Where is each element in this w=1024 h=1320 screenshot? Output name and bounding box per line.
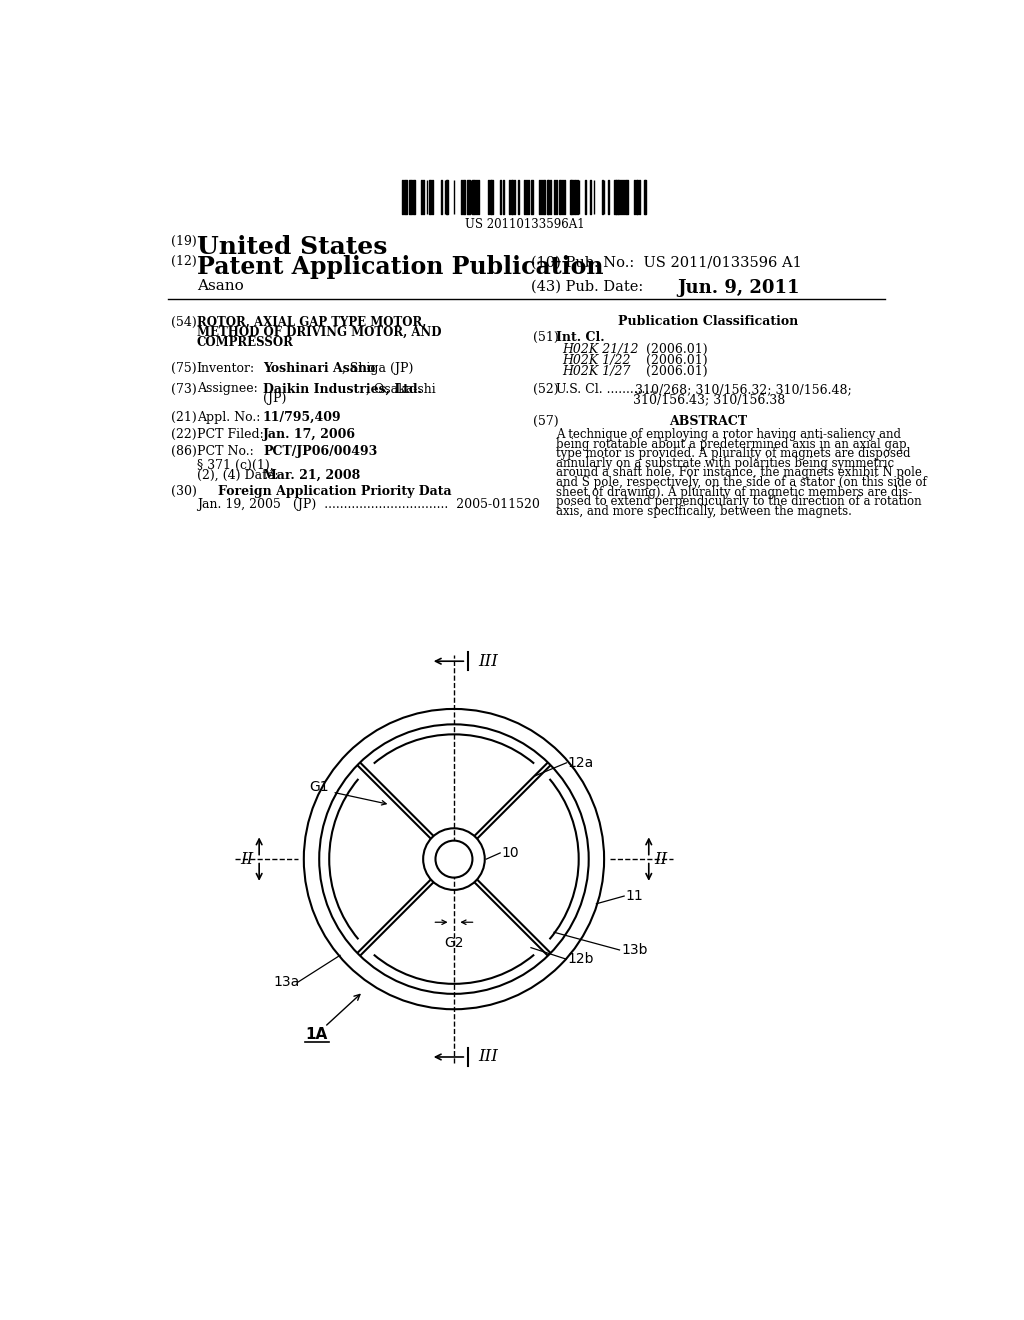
Text: 13a: 13a <box>273 975 299 989</box>
Text: (2006.01): (2006.01) <box>646 343 708 356</box>
Text: 10: 10 <box>502 846 519 859</box>
Text: and S pole, respectively, on the side of a stator (on this side of: and S pole, respectively, on the side of… <box>556 477 927 488</box>
Text: Jan. 19, 2005   (JP)  ................................  2005-011520: Jan. 19, 2005 (JP) .....................… <box>197 498 540 511</box>
Text: Yoshinari Asano: Yoshinari Asano <box>263 362 375 375</box>
Text: G1: G1 <box>309 780 330 795</box>
Text: 13b: 13b <box>621 942 647 957</box>
Text: (54): (54) <box>171 315 197 329</box>
Text: § 371 (c)(1),: § 371 (c)(1), <box>197 459 273 471</box>
Text: A technique of employing a rotor having anti-saliency and: A technique of employing a rotor having … <box>556 428 900 441</box>
Text: (2), (4) Date:: (2), (4) Date: <box>197 469 279 482</box>
Text: Jun. 9, 2011: Jun. 9, 2011 <box>677 280 800 297</box>
Text: H02K 1/22: H02K 1/22 <box>562 354 630 367</box>
Text: (30): (30) <box>171 484 197 498</box>
Text: Patent Application Publication: Patent Application Publication <box>197 256 603 280</box>
Text: (JP): (JP) <box>263 392 287 405</box>
Text: Publication Classification: Publication Classification <box>617 315 798 329</box>
Text: U.S. Cl. .............: U.S. Cl. ............. <box>556 383 656 396</box>
Text: being rotatable about a predetermined axis in an axial gap: being rotatable about a predetermined ax… <box>556 437 906 450</box>
Text: 310/156.43; 310/156.38: 310/156.43; 310/156.38 <box>633 393 785 407</box>
Text: type motor is provided. A plurality of magnets are disposed: type motor is provided. A plurality of m… <box>556 447 910 461</box>
Text: , Shiga (JP): , Shiga (JP) <box>342 362 414 375</box>
Text: (12): (12) <box>171 256 197 268</box>
Text: H02K 21/12: H02K 21/12 <box>562 343 638 356</box>
Text: posed to extend perpendicularly to the direction of a rotation: posed to extend perpendicularly to the d… <box>556 495 922 508</box>
Text: 12a: 12a <box>568 756 594 770</box>
Text: sheet of drawing). A plurality of magnetic members are dis-: sheet of drawing). A plurality of magnet… <box>556 486 911 499</box>
Text: PCT/JP06/00493: PCT/JP06/00493 <box>263 445 377 458</box>
Text: (2006.01): (2006.01) <box>646 364 708 378</box>
Text: H02K 1/27: H02K 1/27 <box>562 364 630 378</box>
Text: (2006.01): (2006.01) <box>646 354 708 367</box>
Text: axis, and more specifically, between the magnets.: axis, and more specifically, between the… <box>556 506 852 517</box>
Text: Jan. 17, 2006: Jan. 17, 2006 <box>263 428 356 441</box>
Text: Daikin Industries, Ltd.: Daikin Industries, Ltd. <box>263 383 422 396</box>
Text: (43) Pub. Date:: (43) Pub. Date: <box>531 280 643 293</box>
Text: II: II <box>241 850 254 867</box>
Text: II: II <box>654 850 668 867</box>
Text: PCT No.:: PCT No.: <box>197 445 254 458</box>
Text: Foreign Application Priority Data: Foreign Application Priority Data <box>218 484 452 498</box>
Text: (75): (75) <box>171 362 197 375</box>
Text: (57): (57) <box>532 414 558 428</box>
Text: ROTOR, AXIAL GAP TYPE MOTOR,: ROTOR, AXIAL GAP TYPE MOTOR, <box>197 315 426 329</box>
Text: Int. Cl.: Int. Cl. <box>556 331 604 345</box>
Text: (86): (86) <box>171 445 197 458</box>
Text: Asano: Asano <box>197 280 244 293</box>
Text: G2: G2 <box>444 936 464 950</box>
Text: 11: 11 <box>626 890 643 903</box>
Text: COMPRESSOR: COMPRESSOR <box>197 335 294 348</box>
Text: United States: United States <box>197 235 387 260</box>
Text: 12b: 12b <box>568 952 594 966</box>
Text: (21): (21) <box>171 411 197 424</box>
Text: ABSTRACT: ABSTRACT <box>669 414 748 428</box>
Text: , Osaka-shi: , Osaka-shi <box>367 383 436 396</box>
Text: US 20110133596A1: US 20110133596A1 <box>465 218 585 231</box>
Text: 310/268; 310/156.32; 310/156.48;: 310/268; 310/156.32; 310/156.48; <box>635 383 852 396</box>
Text: Inventor:: Inventor: <box>197 362 255 375</box>
Text: III: III <box>478 652 499 669</box>
Text: III: III <box>478 1048 499 1065</box>
Text: 1A: 1A <box>306 1027 328 1043</box>
Text: METHOD OF DRIVING MOTOR, AND: METHOD OF DRIVING MOTOR, AND <box>197 326 441 338</box>
Circle shape <box>435 841 472 878</box>
Text: (51): (51) <box>532 331 558 345</box>
Text: annularly on a substrate with polarities being symmetric: annularly on a substrate with polarities… <box>556 457 894 470</box>
Text: Mar. 21, 2008: Mar. 21, 2008 <box>263 469 360 482</box>
Text: Assignee:: Assignee: <box>197 383 257 396</box>
Text: (22): (22) <box>171 428 197 441</box>
Text: (73): (73) <box>171 383 197 396</box>
Text: 11/795,409: 11/795,409 <box>263 411 342 424</box>
Text: Appl. No.:: Appl. No.: <box>197 411 260 424</box>
Text: around a shaft hole. For instance, the magnets exhibit N pole: around a shaft hole. For instance, the m… <box>556 466 922 479</box>
Text: (10) Pub. No.:  US 2011/0133596 A1: (10) Pub. No.: US 2011/0133596 A1 <box>531 256 802 269</box>
Text: (52): (52) <box>532 383 558 396</box>
Text: PCT Filed:: PCT Filed: <box>197 428 263 441</box>
Text: (19): (19) <box>171 235 197 248</box>
